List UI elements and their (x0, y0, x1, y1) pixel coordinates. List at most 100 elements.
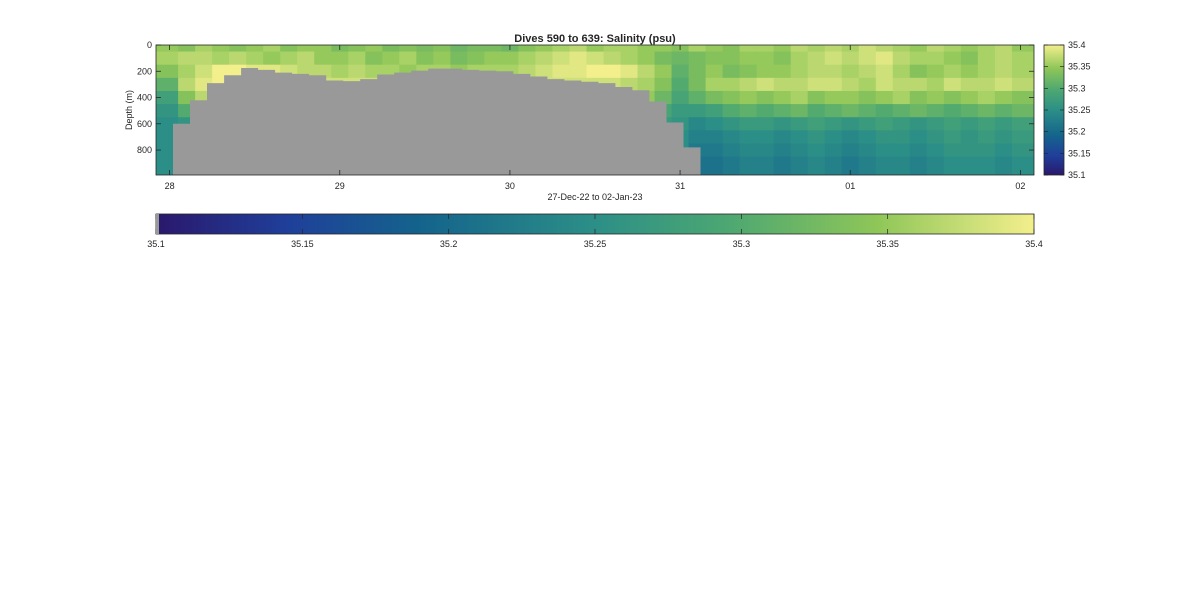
heatmap-cell (909, 45, 928, 53)
heatmap-cell (926, 104, 945, 118)
heatmap-cell (773, 77, 792, 92)
heatmap-cell (263, 51, 281, 66)
heatmap-cell (552, 45, 571, 53)
heatmap-cell (926, 77, 945, 92)
heatmap-cell (331, 64, 349, 79)
vertical-colorbar-tick-label: 35.1 (1068, 170, 1086, 180)
x-axis: 28 29 30 31 01 02 (165, 45, 1025, 191)
vertical-colorbar-tick-label: 35.35 (1068, 62, 1091, 72)
heatmap-cell (892, 45, 911, 53)
heatmap-cell (637, 45, 656, 53)
horizontal-colorbar-tick-label: 35.3 (733, 239, 751, 249)
heatmap-cell (858, 90, 877, 105)
heatmap-cell (773, 104, 792, 118)
heatmap-cell (671, 104, 690, 118)
heatmap-cell (671, 51, 690, 66)
heatmap-cell (858, 130, 877, 145)
horizontal-colorbar-tick-label: 35.2 (440, 239, 458, 249)
heatmap-cell (994, 117, 1013, 131)
heatmap-cell (824, 104, 843, 118)
heatmap-cell (807, 143, 826, 158)
heatmap-cell (943, 51, 962, 66)
heatmap-cell (943, 130, 962, 145)
heatmap-cell (739, 143, 758, 158)
heatmap-cell (943, 45, 962, 53)
heatmap-cell (824, 45, 843, 53)
heatmap-cell (875, 90, 894, 105)
heatmap-cell (484, 51, 503, 66)
heatmap-cell (535, 51, 554, 66)
heatmap-cell (705, 143, 724, 158)
heatmap-cell (1011, 45, 1034, 53)
heatmap-cell (824, 156, 843, 175)
heatmap-cell (348, 51, 366, 66)
heatmap-cell (875, 45, 894, 53)
heatmap-cell (195, 51, 213, 66)
heatmap-cell (756, 104, 775, 118)
heatmap-cell (977, 130, 996, 145)
heatmap-cell (739, 45, 758, 53)
heatmap-cell (756, 51, 775, 66)
heatmap-cell (722, 45, 741, 53)
heatmap-cell (909, 51, 928, 66)
heatmap-cell (603, 45, 622, 53)
heatmap-cell (892, 51, 911, 66)
heatmap-cell (960, 117, 979, 131)
x-axis-label: 27-Dec-22 to 02-Jan-23 (547, 192, 642, 202)
heatmap-cell (909, 117, 928, 131)
heatmap-cell (926, 64, 945, 79)
heatmap-cell (807, 64, 826, 79)
heatmap-cell (722, 77, 741, 92)
heatmap-cell (960, 51, 979, 66)
heatmap-cell (365, 45, 383, 53)
heatmap-cell (1011, 117, 1034, 131)
heatmap-cell (722, 64, 741, 79)
horizontal-colorbar-tick-label: 35.15 (291, 239, 314, 249)
heatmap-cell (535, 45, 554, 53)
heatmap-cell (280, 51, 298, 66)
heatmap-cell (790, 104, 809, 118)
heatmap-cell (756, 77, 775, 92)
heatmap-cell (824, 117, 843, 131)
heatmap-cell (688, 90, 707, 105)
heatmap-cell (858, 117, 877, 131)
heatmap-cell (1011, 51, 1034, 66)
heatmap-plot-area (156, 45, 1034, 175)
heatmap-cell (909, 90, 928, 105)
heatmap-cell (1011, 156, 1034, 175)
horizontal-colorbar-tick-label: 35.25 (584, 239, 607, 249)
horizontal-colorbar-tick-label: 35.35 (876, 239, 899, 249)
heatmap-cell (858, 104, 877, 118)
vertical-colorbar-tick-label: 35.4 (1068, 40, 1086, 50)
heatmap-cell (654, 64, 673, 79)
heatmap-cell (688, 130, 707, 145)
heatmap-cell (960, 90, 979, 105)
heatmap-cell (705, 64, 724, 79)
y-tick-label: 800 (137, 145, 152, 155)
heatmap-cell (722, 130, 741, 145)
heatmap-cell (178, 64, 196, 79)
y-tick-label: 400 (137, 93, 152, 103)
heatmap-cell (994, 130, 1013, 145)
vertical-colorbar-tick-label: 35.3 (1068, 83, 1086, 93)
heatmap-cell (977, 90, 996, 105)
heatmap-cell (739, 104, 758, 118)
heatmap-cell (586, 51, 605, 66)
heatmap-cell (926, 90, 945, 105)
heatmap-cell (705, 130, 724, 145)
heatmap-cell (892, 143, 911, 158)
heatmap-cell (960, 64, 979, 79)
heatmap-cell (156, 45, 179, 53)
heatmap-cell (926, 45, 945, 53)
heatmap-cell (535, 64, 554, 79)
heatmap-cell (773, 117, 792, 131)
heatmap-cell (841, 104, 860, 118)
y-axis: 0 200 400 600 800 (137, 40, 1034, 155)
heatmap-cell (654, 77, 673, 92)
heatmap-cell (994, 156, 1013, 175)
heatmap-cell (484, 45, 503, 53)
heatmap-cell (790, 64, 809, 79)
horizontal-colorbar: 35.1 35.15 35.2 35.25 35.3 35.35 35.4 (147, 213, 1043, 249)
heatmap-cell (297, 45, 315, 53)
heatmap-cell (841, 117, 860, 131)
